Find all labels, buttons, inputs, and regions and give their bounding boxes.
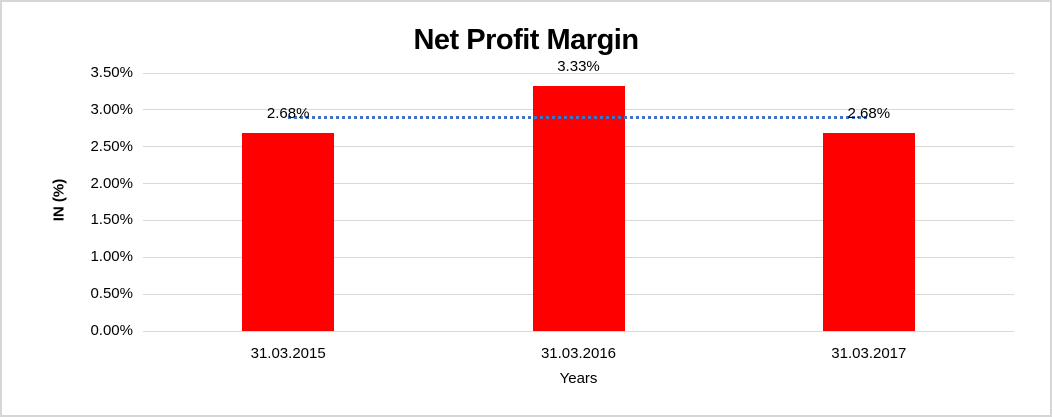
- y-tick-label: 1.50%: [90, 211, 133, 229]
- gridline: [143, 330, 1014, 332]
- bar: [822, 133, 915, 331]
- x-tick-label: 31.03.2016: [540, 345, 617, 362]
- bar-data-label: 2.68%: [266, 105, 310, 123]
- y-tick-label: 0.00%: [90, 322, 133, 339]
- bar: [532, 85, 625, 331]
- chart-title: Net Profit Margin: [413, 24, 639, 56]
- bar-data-label: 3.33%: [557, 57, 600, 75]
- bar: [242, 133, 335, 331]
- trendline: [288, 115, 869, 119]
- x-tick-label: 31.03.2017: [831, 345, 907, 362]
- y-tick-label: 0.50%: [90, 285, 133, 303]
- y-tick-label: 3.00%: [90, 100, 133, 118]
- plot-area: 2.68% 3.33% 2.68%: [143, 58, 1014, 332]
- x-axis-title: Years: [559, 370, 598, 387]
- gridline: [143, 72, 1014, 74]
- x-tick-label: 31.03.2015: [250, 345, 326, 362]
- y-tick-label: 3.50%: [90, 64, 133, 81]
- y-tick-label: 2.00%: [90, 174, 133, 192]
- bar-data-label: 2.68%: [847, 105, 891, 123]
- y-tick-label: 2.50%: [90, 137, 133, 155]
- y-tick-label: 1.00%: [90, 248, 133, 266]
